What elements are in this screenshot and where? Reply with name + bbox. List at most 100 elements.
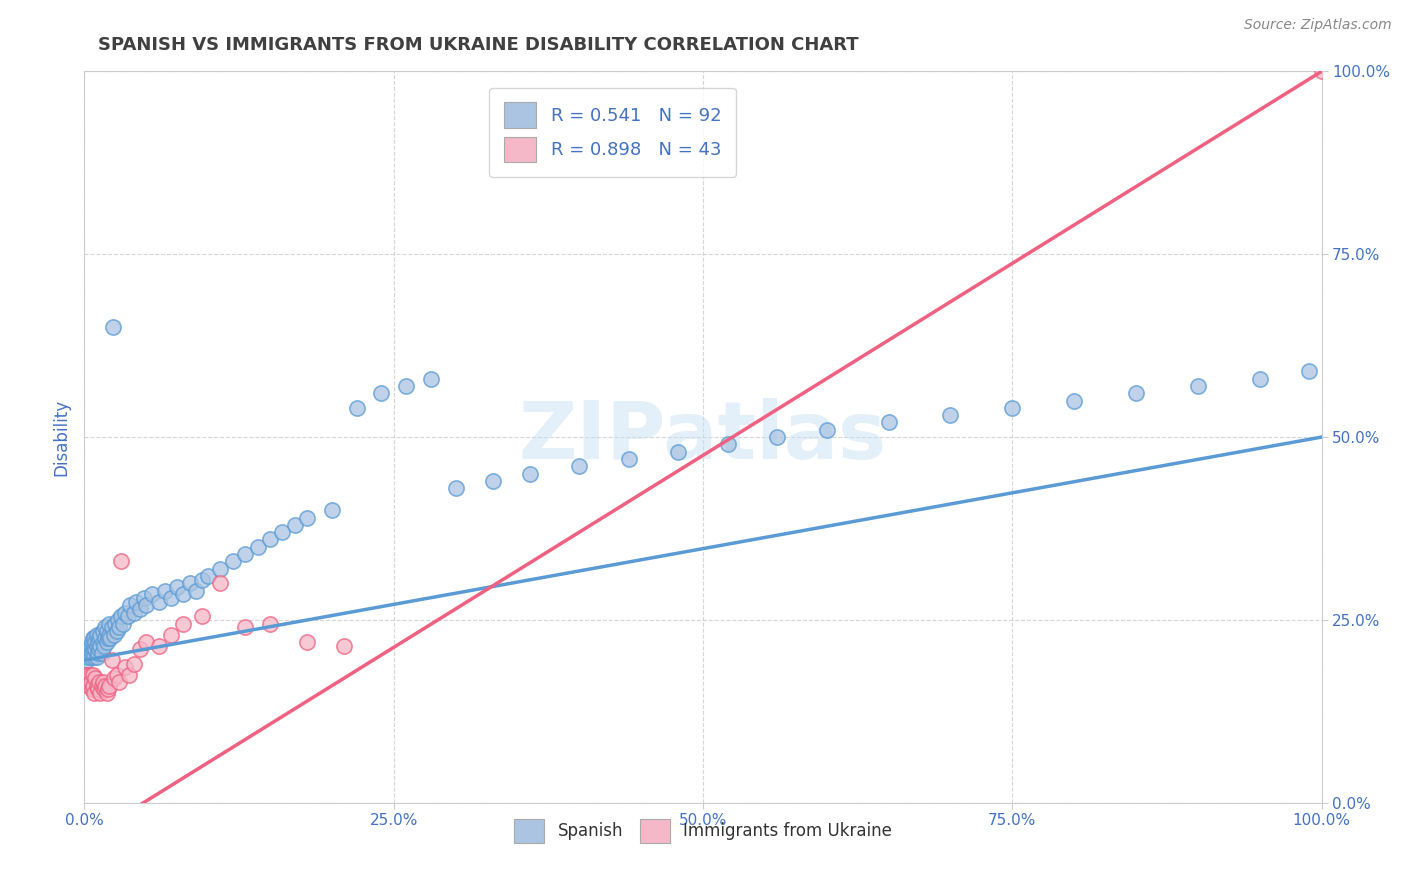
Text: Source: ZipAtlas.com: Source: ZipAtlas.com bbox=[1244, 18, 1392, 32]
Point bbox=[370, 386, 392, 401]
Point bbox=[395, 379, 418, 393]
Point bbox=[79, 675, 101, 690]
Point bbox=[877, 416, 900, 430]
Point bbox=[346, 401, 368, 415]
Point bbox=[148, 594, 170, 608]
Point bbox=[197, 569, 219, 583]
Point bbox=[86, 627, 108, 641]
Point bbox=[129, 602, 152, 616]
Point bbox=[666, 444, 689, 458]
Point bbox=[91, 624, 114, 638]
Point bbox=[717, 437, 740, 451]
Point bbox=[1063, 393, 1085, 408]
Point bbox=[259, 533, 281, 547]
Point bbox=[110, 554, 132, 568]
Point bbox=[122, 657, 145, 671]
Point bbox=[444, 481, 467, 495]
Point bbox=[98, 632, 121, 646]
Point bbox=[89, 642, 111, 657]
Point bbox=[132, 591, 155, 605]
Point bbox=[79, 667, 101, 681]
Point bbox=[939, 408, 962, 422]
Point bbox=[93, 682, 115, 697]
Point bbox=[105, 624, 128, 638]
Point bbox=[100, 620, 122, 634]
Point bbox=[1187, 379, 1209, 393]
Point bbox=[76, 653, 98, 667]
Point bbox=[91, 675, 114, 690]
Point bbox=[83, 649, 105, 664]
Point bbox=[271, 525, 294, 540]
Point bbox=[83, 632, 105, 646]
Point bbox=[104, 616, 127, 631]
Point bbox=[82, 632, 104, 646]
Point bbox=[94, 632, 117, 646]
Point bbox=[117, 609, 139, 624]
Point bbox=[89, 639, 111, 653]
Point bbox=[91, 635, 114, 649]
Point bbox=[77, 649, 100, 664]
Point bbox=[184, 583, 207, 598]
Point bbox=[101, 320, 124, 334]
Point bbox=[89, 686, 111, 700]
Point bbox=[82, 642, 104, 657]
Point bbox=[191, 573, 214, 587]
Point bbox=[82, 667, 104, 681]
Point bbox=[222, 554, 245, 568]
Point bbox=[233, 547, 256, 561]
Point bbox=[96, 635, 118, 649]
Point bbox=[259, 616, 281, 631]
Point bbox=[90, 679, 112, 693]
Point bbox=[103, 627, 125, 641]
Point bbox=[114, 660, 136, 674]
Point bbox=[191, 609, 214, 624]
Point bbox=[111, 616, 134, 631]
Point bbox=[97, 682, 120, 697]
Point bbox=[79, 649, 101, 664]
Point bbox=[87, 682, 110, 697]
Point bbox=[108, 675, 131, 690]
Point bbox=[98, 627, 121, 641]
Point bbox=[1001, 401, 1024, 415]
Point bbox=[172, 587, 194, 601]
Point bbox=[76, 672, 98, 686]
Point bbox=[77, 675, 100, 690]
Text: SPANISH VS IMMIGRANTS FROM UKRAINE DISABILITY CORRELATION CHART: SPANISH VS IMMIGRANTS FROM UKRAINE DISAB… bbox=[98, 36, 859, 54]
Point bbox=[481, 474, 503, 488]
Point bbox=[100, 653, 122, 667]
Point bbox=[125, 594, 148, 608]
Point bbox=[87, 635, 110, 649]
Point bbox=[90, 646, 112, 660]
Point bbox=[79, 679, 101, 693]
Point bbox=[568, 459, 591, 474]
Point bbox=[766, 430, 789, 444]
Point bbox=[141, 587, 163, 601]
Point bbox=[284, 517, 307, 532]
Point bbox=[84, 642, 107, 657]
Point bbox=[519, 467, 541, 481]
Point bbox=[246, 540, 269, 554]
Point bbox=[233, 620, 256, 634]
Point bbox=[160, 591, 183, 605]
Point bbox=[84, 635, 107, 649]
Point bbox=[77, 667, 100, 681]
Point bbox=[1298, 364, 1320, 378]
Point bbox=[166, 580, 188, 594]
Point bbox=[295, 510, 318, 524]
Point bbox=[295, 635, 318, 649]
Point bbox=[160, 627, 183, 641]
Point bbox=[107, 613, 129, 627]
Point bbox=[179, 576, 201, 591]
Y-axis label: Disability: Disability bbox=[52, 399, 70, 475]
Point bbox=[419, 371, 441, 385]
Point bbox=[97, 632, 120, 646]
Point bbox=[96, 624, 118, 638]
Point bbox=[135, 599, 157, 613]
Point bbox=[80, 646, 103, 660]
Point bbox=[148, 639, 170, 653]
Point bbox=[1310, 64, 1333, 78]
Point bbox=[83, 686, 105, 700]
Point bbox=[321, 503, 343, 517]
Point bbox=[82, 679, 104, 693]
Point bbox=[79, 642, 101, 657]
